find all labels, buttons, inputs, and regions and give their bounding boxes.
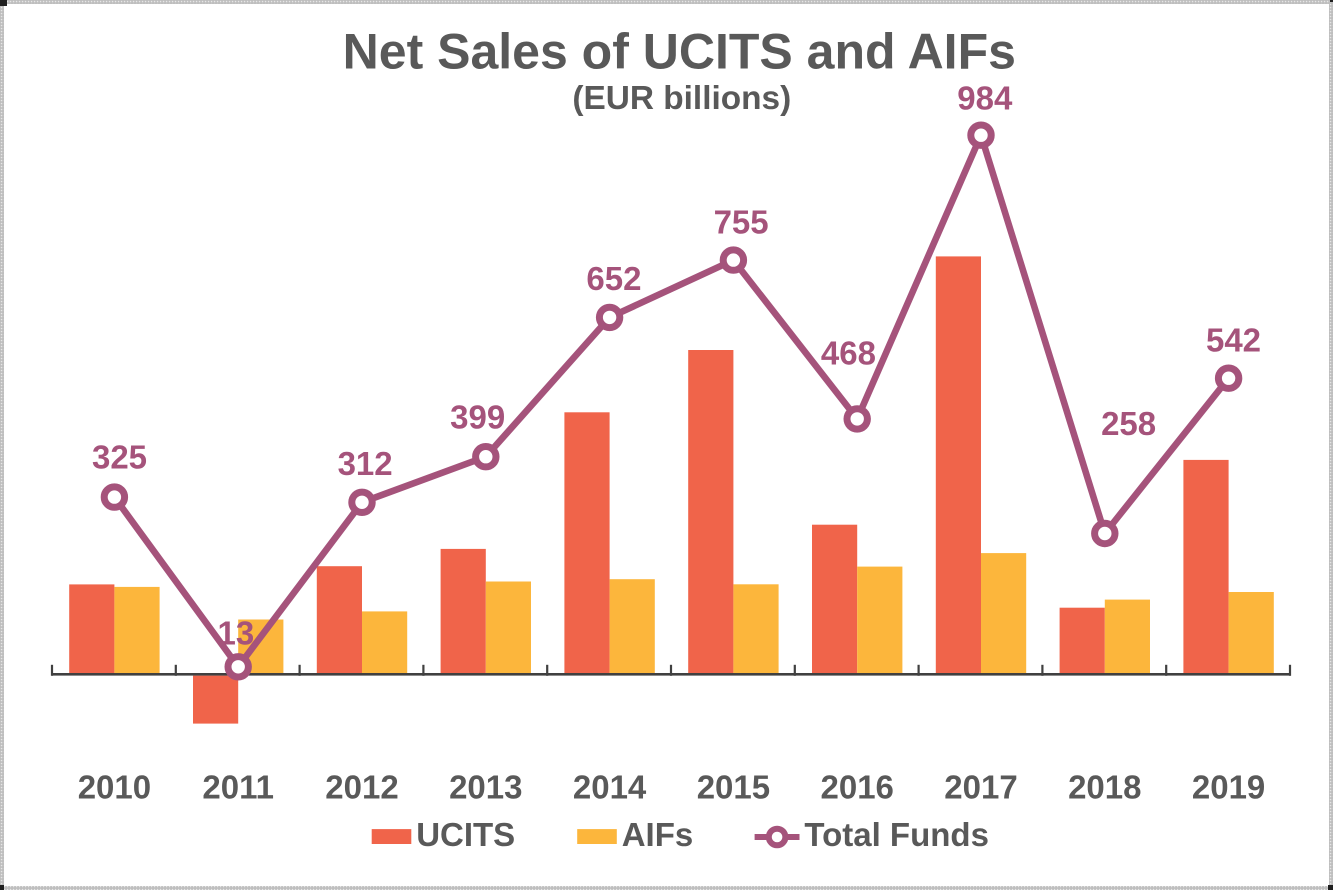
svg-text:468: 468 bbox=[821, 335, 876, 372]
svg-text:2016: 2016 bbox=[820, 769, 893, 806]
svg-text:652: 652 bbox=[586, 260, 641, 297]
svg-text:312: 312 bbox=[338, 445, 393, 482]
svg-text:13: 13 bbox=[218, 615, 255, 652]
svg-text:2019: 2019 bbox=[1192, 769, 1265, 806]
svg-text:399: 399 bbox=[450, 399, 505, 436]
svg-text:2017: 2017 bbox=[944, 769, 1017, 806]
svg-text:Net Sales of UCITS and AIFs: Net Sales of UCITS and AIFs bbox=[343, 23, 1016, 79]
svg-text:AIFs: AIFs bbox=[622, 816, 694, 853]
svg-text:Total Funds: Total Funds bbox=[804, 816, 989, 853]
svg-text:2015: 2015 bbox=[697, 769, 770, 806]
svg-text:2013: 2013 bbox=[449, 769, 522, 806]
svg-text:2018: 2018 bbox=[1068, 769, 1141, 806]
svg-text:325: 325 bbox=[92, 439, 147, 476]
svg-text:2014: 2014 bbox=[573, 769, 647, 806]
svg-text:2011: 2011 bbox=[202, 769, 274, 806]
svg-text:2010: 2010 bbox=[78, 769, 151, 806]
svg-text:(EUR billions): (EUR billions) bbox=[572, 80, 791, 117]
svg-text:755: 755 bbox=[714, 204, 769, 241]
svg-text:984: 984 bbox=[957, 80, 1013, 117]
svg-text:UCITS: UCITS bbox=[416, 816, 515, 853]
svg-text:258: 258 bbox=[1101, 405, 1156, 442]
svg-text:2012: 2012 bbox=[325, 769, 398, 806]
svg-text:542: 542 bbox=[1206, 322, 1261, 359]
